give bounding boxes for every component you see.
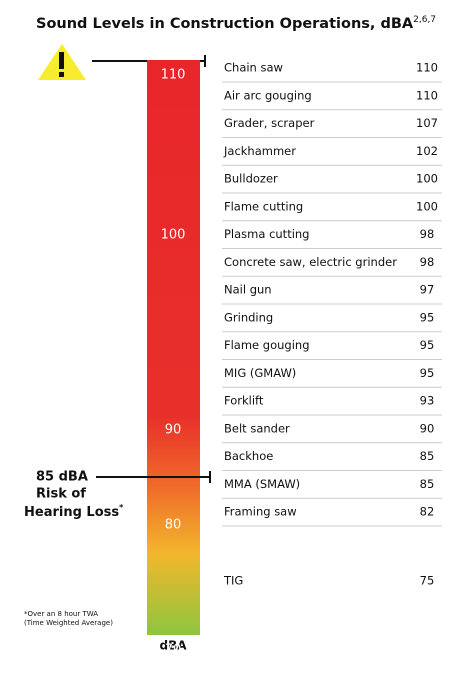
level: 110	[416, 88, 438, 102]
scale-bar	[147, 60, 200, 635]
operation: Grader, scraper	[224, 116, 315, 130]
level: 97	[420, 283, 435, 297]
scale-label: 100	[161, 228, 186, 243]
operation: Air arc gouging	[224, 88, 312, 102]
operation: Bulldozer	[224, 172, 278, 186]
operation: Belt sander	[224, 421, 290, 435]
level: 100	[416, 199, 438, 213]
level: 95	[420, 338, 435, 352]
scale-label: 90	[165, 423, 182, 438]
scale-label: 70	[165, 643, 182, 658]
operation: Concrete saw, electric grinder	[224, 255, 397, 269]
level: 85	[420, 477, 435, 491]
level: 100	[416, 172, 438, 186]
level: 110	[416, 61, 438, 75]
operation: TIG	[223, 574, 243, 588]
operation: MMA (SMAW)	[224, 477, 300, 491]
level: 90	[420, 421, 435, 435]
operation: Forklift	[224, 394, 264, 408]
warning-dot	[59, 72, 64, 77]
operation: Chain saw	[224, 61, 283, 75]
threshold-label: 85 dBA	[36, 470, 88, 485]
level: 98	[420, 227, 435, 241]
scale-label: 80	[165, 518, 182, 533]
footnote: *Over an 8 hour TWA	[24, 610, 98, 618]
level: 107	[416, 116, 438, 130]
title: Sound Levels in Construction Operations,…	[36, 15, 436, 33]
scale-unit: dBA	[159, 639, 187, 653]
level: 85	[420, 449, 435, 463]
operation: Flame gouging	[224, 338, 310, 352]
operation: Nail gun	[224, 283, 272, 297]
threshold-caption: Hearing Loss*	[24, 503, 124, 520]
operation: Framing saw	[224, 505, 297, 519]
footnote: (Time Weighted Average)	[24, 619, 113, 627]
operation: MIG (GMAW)	[224, 366, 296, 380]
operation: Backhoe	[224, 449, 273, 463]
operation: Plasma cutting	[224, 227, 310, 241]
operation: Jackhammer	[223, 144, 296, 158]
level: 93	[420, 394, 435, 408]
scale-label: 110	[161, 68, 186, 83]
level: 95	[420, 366, 435, 380]
warning-mark	[59, 52, 64, 69]
operation: Grinding	[224, 310, 273, 324]
level: 75	[420, 574, 435, 588]
level: 95	[420, 310, 435, 324]
level: 82	[420, 505, 435, 519]
level: 102	[416, 144, 438, 158]
operation: Flame cutting	[224, 199, 303, 213]
threshold-caption: Risk of	[36, 487, 86, 502]
level: 98	[420, 255, 435, 269]
